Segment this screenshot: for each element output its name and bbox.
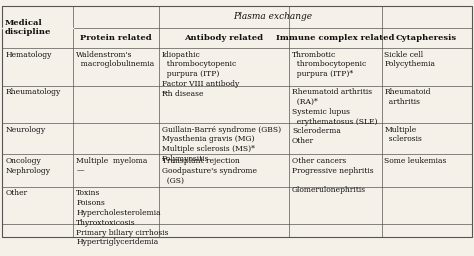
Text: Cytapheresis: Cytapheresis (396, 34, 457, 42)
Text: Immune complex related: Immune complex related (276, 34, 394, 42)
Text: Hematology: Hematology (5, 51, 52, 59)
Text: Idiopathic
  thrombocytopenic
  purpura (ITP)
Factor VIII antibody
Rh disease: Idiopathic thrombocytopenic purpura (ITP… (162, 51, 239, 98)
Text: Other: Other (5, 189, 27, 197)
Text: Rheumatology: Rheumatology (5, 88, 61, 96)
Text: Other cancers
Progressive nephritis

Glomerulonephritis: Other cancers Progressive nephritis Glom… (292, 157, 374, 194)
Text: Medical
discipline: Medical discipline (5, 18, 51, 36)
Text: Plasma exchange: Plasma exchange (233, 12, 312, 22)
Text: Rheumatoid arthritis
  (RA)*
Systemic lupus
  erythematosus (SLE)
Scleroderma
Ot: Rheumatoid arthritis (RA)* Systemic lupu… (292, 88, 377, 145)
Text: Multiple  myeloma
—: Multiple myeloma — (76, 157, 148, 175)
Text: Multiple
  sclerosis: Multiple sclerosis (384, 125, 422, 143)
Text: Toxins
Poisons
Hypercholesterolemia
Thyroxtoxicosis
Primary biliary cirrhosis
Hy: Toxins Poisons Hypercholesterolemia Thyr… (76, 189, 169, 247)
Text: Antibody related: Antibody related (184, 34, 264, 42)
Text: —: — (162, 88, 169, 96)
Text: Neurology: Neurology (5, 125, 46, 134)
Text: Oncology
Nephrology: Oncology Nephrology (5, 157, 50, 175)
Text: Thrombotic
  thrombocytopenic
  purpura (ITP)*: Thrombotic thrombocytopenic purpura (ITP… (292, 51, 366, 78)
Text: Waldenstrom's
  macroglobulinemia: Waldenstrom's macroglobulinemia (76, 51, 155, 69)
Text: Some leukemias: Some leukemias (384, 157, 447, 165)
Text: Sickle cell
Polycythemia: Sickle cell Polycythemia (384, 51, 436, 69)
Text: Protein related: Protein related (80, 34, 152, 42)
Text: Transplant rejection
Goodpasture's syndrome
  (GS): Transplant rejection Goodpasture's syndr… (162, 157, 256, 185)
Text: Rheumatoid
  arthritis: Rheumatoid arthritis (384, 88, 431, 106)
Text: Guillain-Barré syndrome (GBS)
Myasthenia gravis (MG)
Multiple sclerosis (MS)*
Po: Guillain-Barré syndrome (GBS) Myasthenia… (162, 125, 281, 163)
